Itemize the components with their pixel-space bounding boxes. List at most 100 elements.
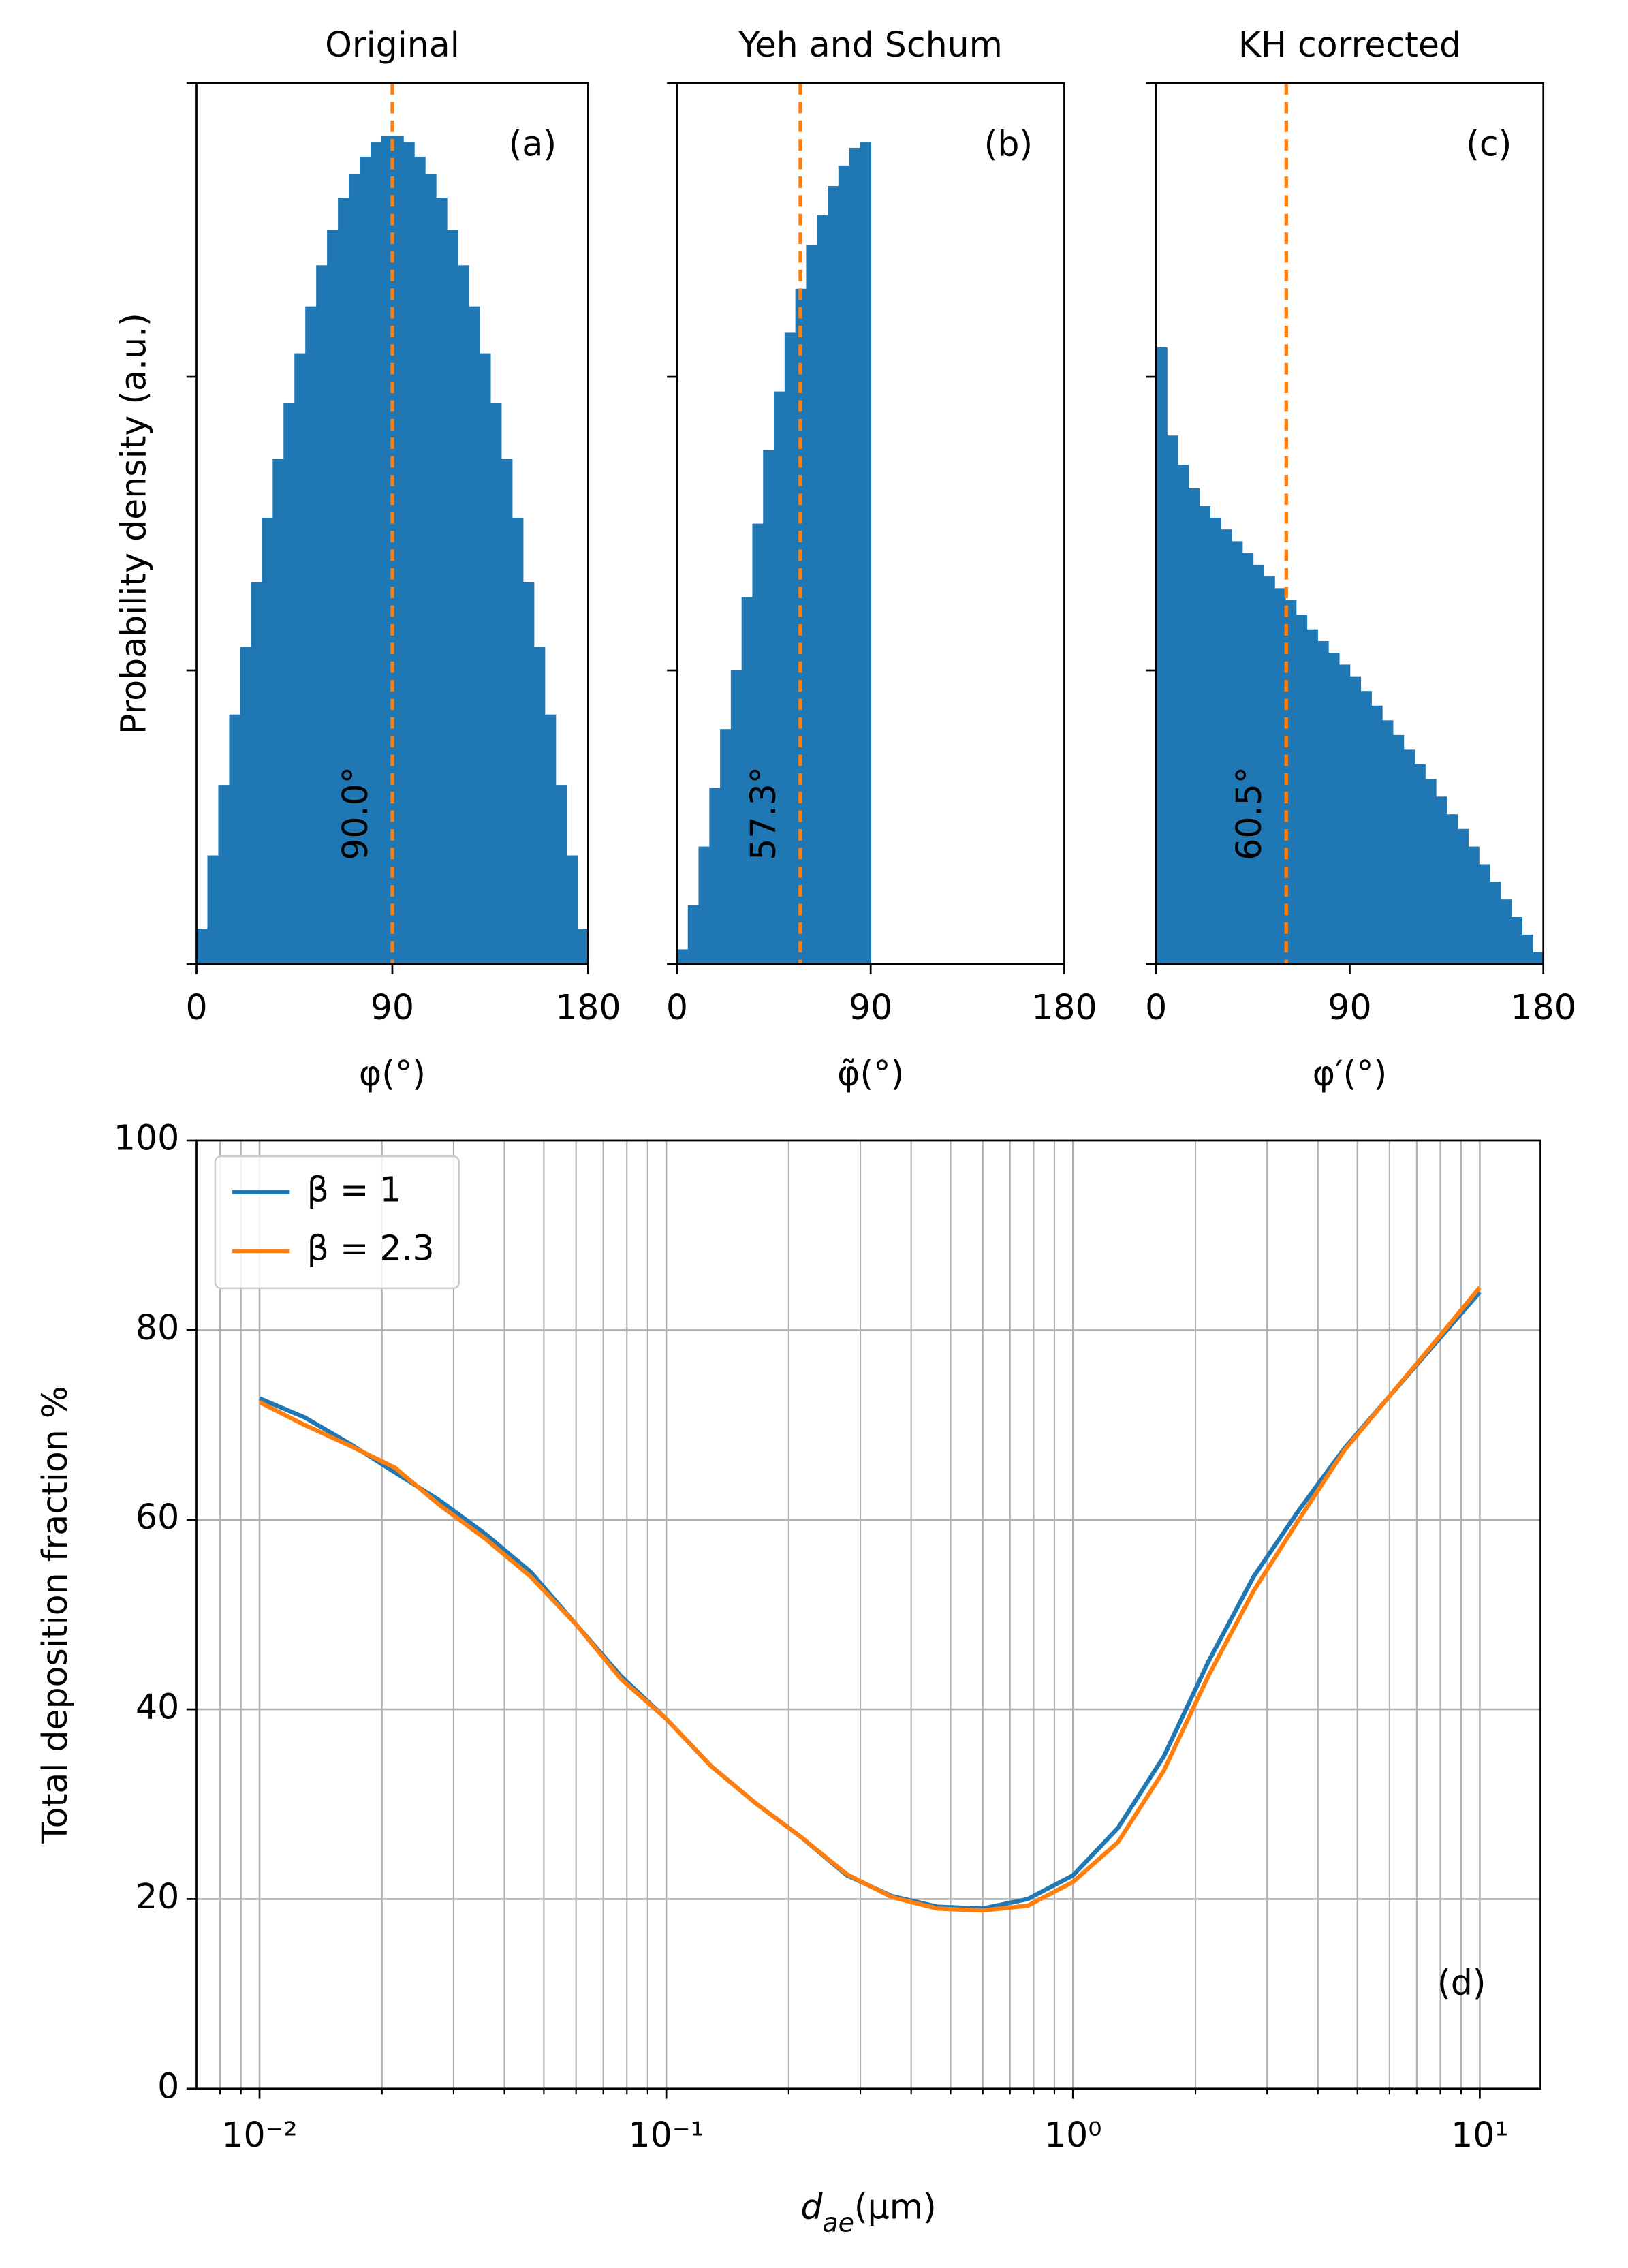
- panel-label: (b): [984, 123, 1033, 164]
- x-axis-label-part: φ′(°): [1313, 1053, 1387, 1093]
- histogram-bar: [1360, 691, 1372, 964]
- histogram-bar: [229, 714, 241, 964]
- x-tick-label: 0: [185, 987, 207, 1027]
- x-tick-label: 10⁻¹: [629, 2115, 704, 2155]
- histogram-bar: [490, 403, 502, 964]
- x-axis-label-part: d: [800, 2186, 823, 2226]
- histogram-bar: [1489, 882, 1501, 964]
- histogram-bar: [1371, 705, 1383, 964]
- histogram-bar: [577, 929, 589, 964]
- histogram-bar: [381, 136, 393, 964]
- histogram-bar: [720, 729, 732, 964]
- histogram-bar: [806, 245, 818, 964]
- histogram-bar: [1306, 629, 1318, 964]
- y-tick-label: 40: [136, 1687, 179, 1727]
- histogram-bar: [349, 174, 360, 964]
- histogram-bar: [196, 929, 208, 964]
- histogram-bar: [262, 517, 274, 964]
- x-axis-label: dae(μm): [800, 2186, 936, 2237]
- histogram-bar: [360, 156, 371, 964]
- histogram-bar: [446, 230, 458, 964]
- histogram-bar: [468, 306, 480, 964]
- x-tick-label: 0: [1145, 987, 1167, 1027]
- histogram-bar: [272, 459, 285, 964]
- histogram-bar: [479, 353, 491, 964]
- subplot-title: Yeh and Schum: [738, 25, 1002, 65]
- histogram-bar: [1253, 564, 1264, 964]
- histogram-bar: [555, 785, 567, 964]
- x-axis-label: φ̃(°): [837, 1053, 904, 1093]
- y-axis-label: Total deposition fraction %: [35, 1386, 75, 1844]
- histogram-bar: [1511, 917, 1522, 964]
- histogram-bar: [544, 714, 557, 964]
- histogram-bar: [1468, 846, 1480, 964]
- histogram-bar: [1231, 541, 1243, 964]
- x-tick-label: 90: [1328, 987, 1371, 1027]
- histogram-bar: [457, 265, 469, 964]
- x-tick-label: 90: [371, 987, 414, 1027]
- y-tick-label: 100: [114, 1117, 179, 1158]
- x-tick-label: 10⁻²: [221, 2115, 297, 2155]
- histogram-bar: [316, 265, 328, 964]
- x-axis-label-part: (μm): [854, 2186, 937, 2226]
- histogram-bar: [533, 647, 546, 964]
- histogram-bar: [392, 136, 404, 964]
- reference-label: 57.3°: [743, 766, 783, 860]
- histogram-bar: [240, 647, 252, 964]
- x-tick-label: 180: [1031, 987, 1097, 1027]
- x-tick-label: 180: [555, 987, 621, 1027]
- panel-label: (a): [509, 123, 557, 164]
- y-tick-label: 60: [136, 1497, 179, 1537]
- histogram-bar: [1328, 653, 1340, 964]
- histogram-bar: [403, 142, 415, 964]
- x-tick-label: 0: [666, 987, 688, 1027]
- x-tick-label: 10⁰: [1044, 2115, 1102, 2155]
- histogram-bar: [1381, 720, 1394, 964]
- histogram-bar: [207, 855, 219, 964]
- histogram-bar: [1457, 828, 1469, 964]
- histogram-bar: [817, 215, 828, 964]
- histogram-bar: [1446, 814, 1458, 964]
- histogram-bar: [1199, 506, 1210, 964]
- reference-label: 90.0°: [335, 766, 375, 860]
- histogram-bar: [327, 230, 339, 964]
- x-axis-label-part: ae: [822, 2207, 854, 2237]
- histogram-bar: [784, 332, 796, 964]
- histogram-bar: [687, 905, 700, 964]
- y-axis-label: Probability density (a.u.): [114, 313, 154, 734]
- histogram-bar: [730, 670, 742, 964]
- histogram-bar: [1220, 529, 1232, 964]
- data-line: [258, 1290, 1482, 1911]
- histogram-bar: [1424, 779, 1437, 964]
- histogram-bar: [1339, 664, 1351, 964]
- panel-label: (c): [1466, 123, 1512, 164]
- legend-label: β = 1: [307, 1169, 402, 1209]
- histogram-bar: [1392, 734, 1405, 964]
- x-tick-label: 10¹: [1451, 2115, 1509, 2155]
- histogram-bar: [774, 391, 785, 964]
- legend-label: β = 2.3: [307, 1228, 435, 1269]
- histogram-bar: [1317, 640, 1329, 964]
- legend-box: [214, 1155, 460, 1290]
- y-tick-label: 0: [157, 2066, 179, 2106]
- x-axis-label-part: φ̃(°): [837, 1053, 904, 1093]
- histogram-bar: [1210, 517, 1221, 964]
- x-tick-label: 90: [849, 987, 892, 1027]
- subplot-title: KH corrected: [1238, 25, 1461, 65]
- histogram-bar: [860, 142, 872, 964]
- data-line: [258, 1286, 1482, 1913]
- histogram-bar: [828, 185, 839, 964]
- histogram-bar: [709, 788, 721, 964]
- histogram-bar: [501, 459, 513, 964]
- histogram-bar: [424, 174, 437, 964]
- histogram-bar: [1435, 796, 1447, 964]
- histogram-bar: [1403, 749, 1415, 964]
- histogram-bar: [1478, 864, 1490, 964]
- histogram-bar: [283, 403, 296, 964]
- histogram-bar: [305, 306, 317, 964]
- histogram-bar: [698, 846, 710, 964]
- histogram-bar: [1156, 347, 1168, 964]
- x-axis-label: φ′(°): [1313, 1053, 1387, 1093]
- histogram-bar: [413, 156, 426, 964]
